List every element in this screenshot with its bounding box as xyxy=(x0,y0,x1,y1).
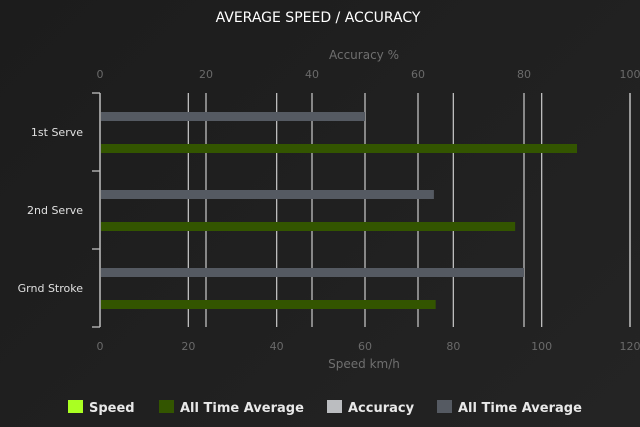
top-tick-label: 60 xyxy=(411,68,425,81)
legend-label: All Time Average xyxy=(180,401,304,416)
category-label: 2nd Serve xyxy=(27,204,83,217)
top-axis-title: Accuracy % xyxy=(329,48,399,62)
bar-all-time-average-bottom[interactable] xyxy=(101,144,577,153)
legend-item[interactable]: All Time Average xyxy=(437,400,582,416)
top-tick-label: 100 xyxy=(620,68,640,81)
legend-item[interactable]: All Time Average xyxy=(159,400,304,416)
legend-item[interactable]: Accuracy xyxy=(327,400,415,416)
bottom-tick-label: 100 xyxy=(531,340,552,353)
bottom-axis-title: Speed km/h xyxy=(328,357,400,371)
bottom-tick-label: 80 xyxy=(446,340,460,353)
top-tick-label: 80 xyxy=(517,68,531,81)
category-label: Grnd Stroke xyxy=(18,282,84,295)
top-tick-label: 40 xyxy=(305,68,319,81)
bar-all-time-average-bottom[interactable] xyxy=(101,300,436,309)
bar-all-time-average-top[interactable] xyxy=(101,190,434,199)
legend-swatch xyxy=(327,400,342,413)
top-tick-label: 0 xyxy=(97,68,104,81)
bar-all-time-average-bottom[interactable] xyxy=(101,222,516,231)
chart-title: AVERAGE SPEED / ACCURACY xyxy=(216,10,421,26)
legend-swatch xyxy=(159,400,174,413)
legend-swatch xyxy=(68,400,83,413)
legend-label: Speed xyxy=(89,401,135,416)
legend-label: All Time Average xyxy=(458,401,582,416)
top-tick-label: 20 xyxy=(199,68,213,81)
legend-item[interactable]: Speed xyxy=(68,400,135,416)
bottom-tick-label: 120 xyxy=(620,340,640,353)
bottom-tick-label: 0 xyxy=(97,340,104,353)
bar-all-time-average-top[interactable] xyxy=(101,112,365,121)
legend-label: Accuracy xyxy=(348,401,415,416)
legend-swatch xyxy=(437,400,452,413)
bottom-tick-label: 20 xyxy=(181,340,195,353)
bottom-tick-label: 60 xyxy=(358,340,372,353)
bar-all-time-average-top[interactable] xyxy=(101,268,524,277)
category-label: 1st Serve xyxy=(31,126,83,139)
bottom-tick-label: 40 xyxy=(270,340,284,353)
